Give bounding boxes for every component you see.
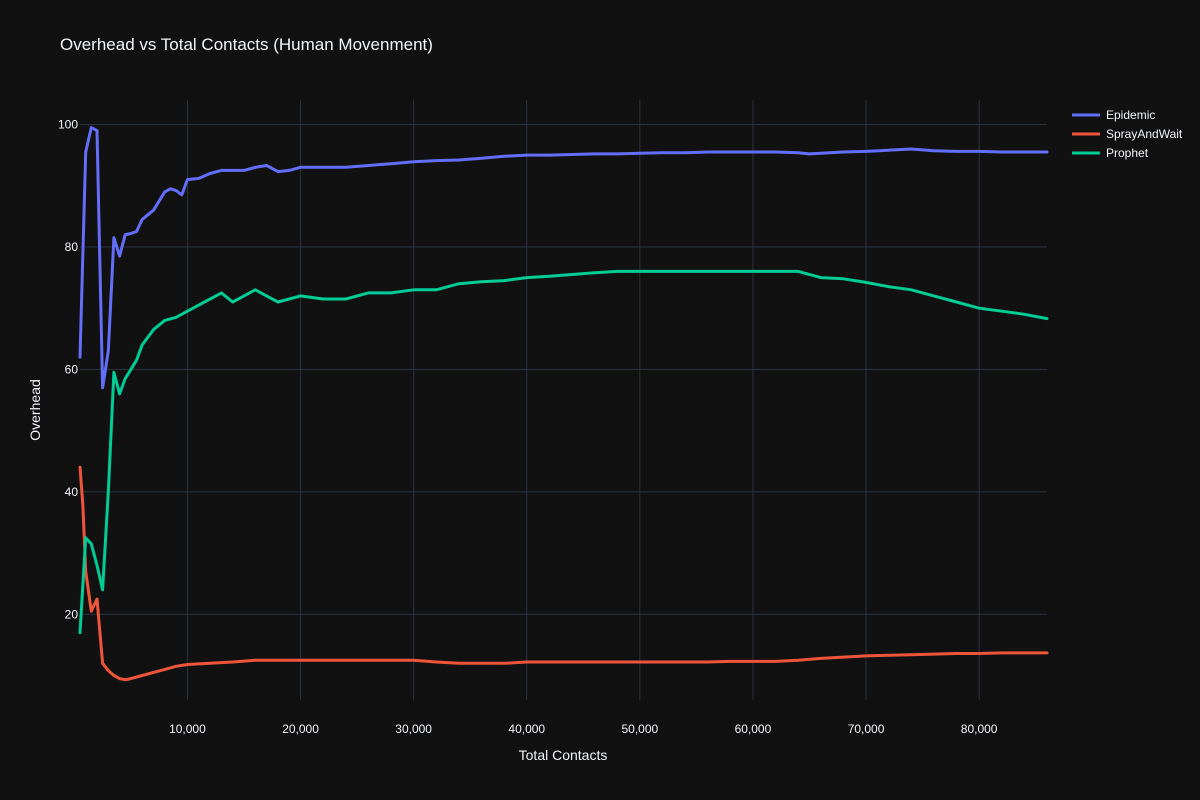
- legend-label-epidemic: Epidemic: [1106, 108, 1155, 122]
- x-tick-label: 20,000: [282, 722, 319, 736]
- x-tick-label: 10,000: [169, 722, 206, 736]
- series-line-prophet: [78, 269, 1049, 635]
- x-axis-ticks: 10,000 20,000 30,000 40,000 50,000 60,000 70,0…: [169, 722, 998, 736]
- x-tick-label: 60,000: [735, 722, 772, 736]
- chart-title: Overhead vs Total Contacts (Human Movenm…: [60, 35, 433, 54]
- y-tick-label: 60: [65, 362, 79, 376]
- grid: [80, 100, 1047, 700]
- x-axis-title: Total Contacts: [519, 747, 608, 763]
- y-axis-ticks: 20 40 60 80 100: [58, 117, 78, 621]
- series-line-sprayandwait: [78, 465, 1049, 682]
- x-tick-label: 30,000: [395, 722, 432, 736]
- series-line-epidemic: [78, 126, 1049, 390]
- y-tick-label: 40: [65, 485, 79, 499]
- x-tick-label: 70,000: [848, 722, 885, 736]
- series-lines: [78, 126, 1049, 682]
- y-tick-label: 100: [58, 117, 78, 131]
- y-axis-title: Overhead: [27, 379, 43, 440]
- y-tick-label: 20: [65, 607, 79, 621]
- x-tick-label: 50,000: [621, 722, 658, 736]
- legend-label-sprayandwait: SprayAndWait: [1106, 127, 1183, 141]
- legend: Epidemic SprayAndWait Prophet: [1072, 108, 1183, 160]
- legend-label-prophet: Prophet: [1106, 146, 1149, 160]
- y-tick-label: 80: [65, 240, 79, 254]
- x-tick-label: 40,000: [508, 722, 545, 736]
- x-tick-label: 80,000: [961, 722, 998, 736]
